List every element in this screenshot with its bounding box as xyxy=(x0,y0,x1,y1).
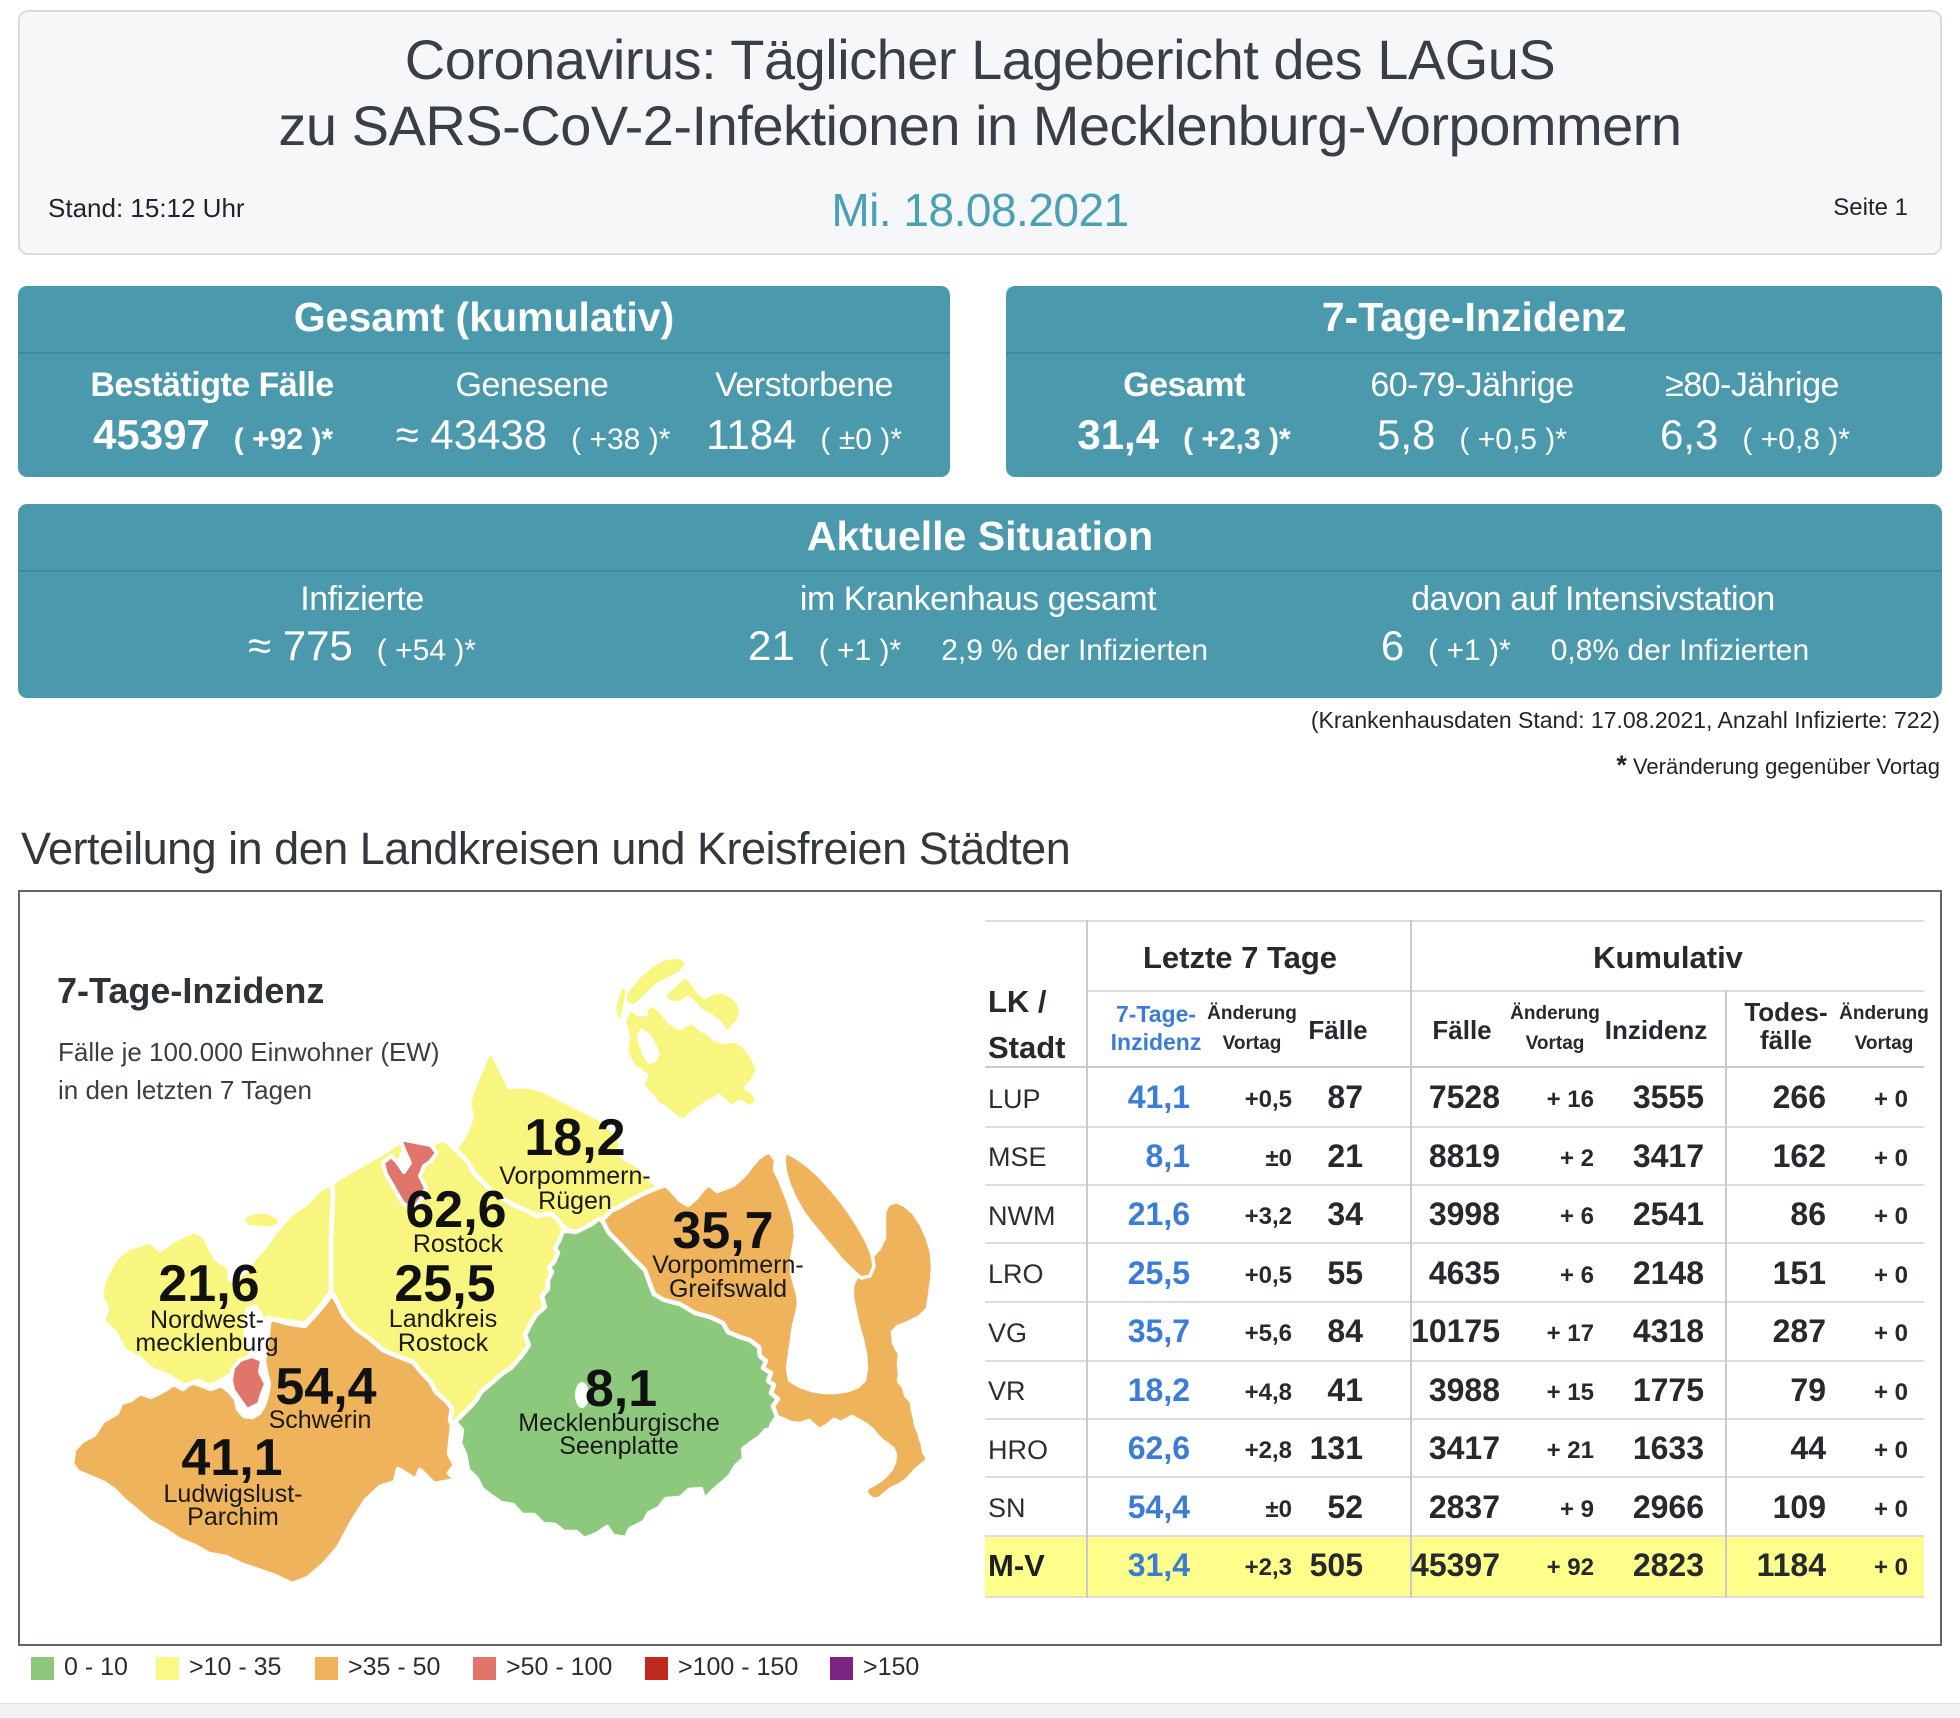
svg-text:Rostock: Rostock xyxy=(398,1329,489,1357)
svg-text:Vorpommern-: Vorpommern- xyxy=(499,1162,650,1190)
svg-text:8,1: 8,1 xyxy=(585,1360,657,1418)
svg-text:Nordwest-: Nordwest- xyxy=(150,1306,264,1334)
svg-text:Landkreis: Landkreis xyxy=(389,1305,497,1333)
svg-text:Schwerin: Schwerin xyxy=(269,1406,372,1434)
svg-text:21,6: 21,6 xyxy=(158,1255,259,1313)
svg-text:41,1: 41,1 xyxy=(181,1429,282,1487)
svg-text:Vorpommern-: Vorpommern- xyxy=(652,1251,803,1279)
svg-text:Mecklenburgische: Mecklenburgische xyxy=(518,1409,720,1437)
svg-text:mecklenburg: mecklenburg xyxy=(135,1329,278,1357)
svg-text:Rostock: Rostock xyxy=(413,1230,504,1258)
svg-text:35,7: 35,7 xyxy=(672,1202,773,1260)
svg-text:62,6: 62,6 xyxy=(405,1181,506,1239)
svg-text:Greifswald: Greifswald xyxy=(669,1275,787,1303)
svg-text:Rügen: Rügen xyxy=(538,1187,612,1215)
svg-text:18,2: 18,2 xyxy=(524,1109,625,1167)
svg-text:Ludwigslust-: Ludwigslust- xyxy=(164,1480,303,1508)
svg-text:Parchim: Parchim xyxy=(187,1503,279,1531)
svg-text:54,4: 54,4 xyxy=(275,1358,376,1416)
svg-text:Seenplatte: Seenplatte xyxy=(559,1432,679,1460)
svg-text:25,5: 25,5 xyxy=(394,1255,495,1313)
